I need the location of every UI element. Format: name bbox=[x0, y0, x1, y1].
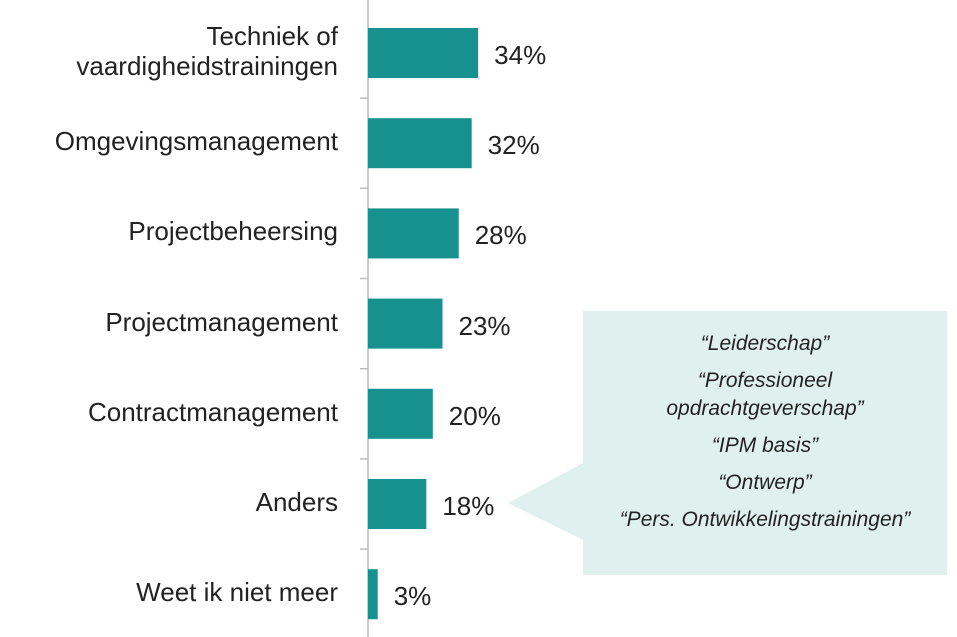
category-label: Techniek of vaardigheidstrainingen bbox=[76, 21, 338, 81]
callout-line: “Leiderschap” bbox=[700, 332, 830, 355]
value-label: 23% bbox=[458, 310, 511, 341]
value-label: 34% bbox=[494, 40, 547, 70]
value-label: 18% bbox=[442, 491, 495, 521]
category-label: Weet ik niet meer bbox=[136, 577, 338, 608]
callout-line: “Ontwerp” bbox=[718, 471, 812, 494]
category-label: Projectmanagement bbox=[105, 306, 338, 337]
category-label: Anders bbox=[255, 487, 338, 517]
callout-line: “Pers. Ontwikkelingstrainingen” bbox=[619, 508, 911, 531]
bar bbox=[368, 208, 459, 259]
callout-line: “IPM basis” bbox=[711, 434, 819, 457]
bar bbox=[368, 569, 378, 620]
bar bbox=[368, 388, 433, 439]
callout-text: “Leiderschap” “Professioneel opdrachtgever… bbox=[583, 330, 947, 534]
callout bbox=[508, 311, 947, 575]
callout-line: opdrachtgeverschap” bbox=[666, 397, 864, 420]
category-label: Omgevingsmanagement bbox=[54, 126, 338, 157]
bar bbox=[368, 118, 472, 169]
value-label: 28% bbox=[474, 220, 527, 251]
value-label: 20% bbox=[448, 400, 501, 431]
callout-line: “Professioneel bbox=[697, 369, 833, 392]
bar bbox=[368, 298, 443, 349]
value-label: 3% bbox=[393, 581, 432, 612]
bar bbox=[368, 479, 427, 529]
value-label: 32% bbox=[487, 130, 540, 161]
category-label: Projectbeheersing bbox=[128, 216, 338, 247]
bar bbox=[368, 28, 479, 78]
category-label: Contractmanagement bbox=[87, 396, 338, 427]
